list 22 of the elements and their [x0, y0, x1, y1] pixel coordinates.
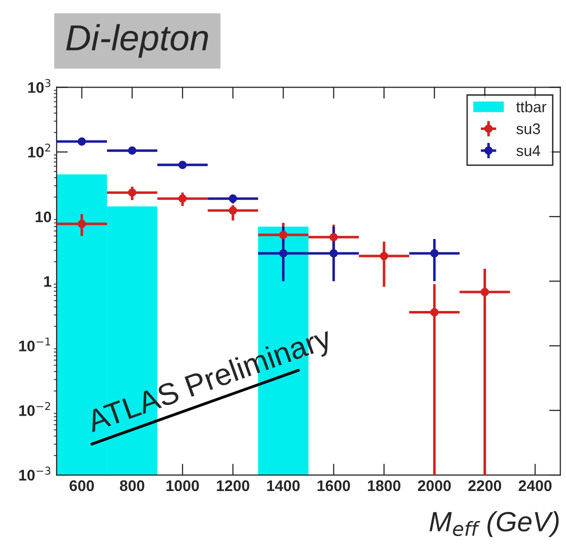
y-tick-label: 10$^{−2}$ — [19, 402, 50, 416]
chart-title: Di-lepton — [66, 24, 208, 58]
y-tick-label: 1 — [44, 276, 52, 287]
legend-label: su3 — [516, 123, 540, 134]
x-tick-label: 2000 — [418, 480, 451, 492]
x-tick-label: 1000 — [166, 480, 199, 492]
legend-label: su4 — [516, 145, 540, 156]
x-tick-label: 600 — [70, 480, 94, 492]
y-tick-label: 10$^{−1}$ — [19, 338, 50, 352]
x-tick-label: 1600 — [318, 480, 350, 492]
y-tick-label: 10 — [36, 211, 52, 222]
y-tick-label: 10$^{−3}$ — [19, 466, 50, 481]
legend-label: ttbar — [516, 101, 546, 112]
x-axis-title: M$_{eff}$ (GeV) — [430, 511, 559, 537]
x-tick-label: 1200 — [216, 480, 250, 492]
x-tick-label: 800 — [120, 480, 144, 492]
y-tick-label: 10$^{3}$ — [28, 78, 50, 93]
y-tick-label: 10$^{2}$ — [28, 144, 50, 158]
x-tick-label: 1400 — [267, 480, 300, 492]
x-tick-label: 1800 — [368, 480, 400, 492]
x-tick-label: 2200 — [468, 480, 502, 492]
x-tick-label: 2400 — [518, 480, 552, 492]
